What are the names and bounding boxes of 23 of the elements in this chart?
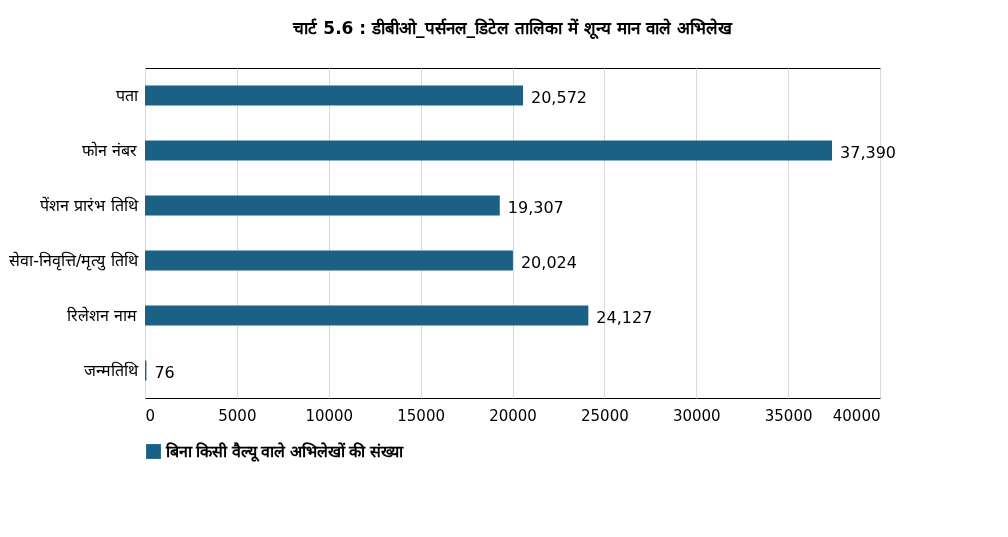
y-tick-label: फोन नंबर [82,140,138,160]
text: 76 [154,362,175,382]
y-tick-label: रिलेशन नाम [67,305,138,325]
text: 19,307 [507,197,564,217]
x-tick-label: 10000 [305,406,354,425]
y-tick-label: सेवा-निवृत्ति/मृत्यु तिथि [9,250,139,271]
text: 20,024 [520,252,577,272]
x-tick-label: 35000 [764,406,813,425]
chart-title: चार्ट 5.6 : डीबीओ_पर्सनल_डिटेल तालिका में शून्य मान वाले अभिलेख [292,18,733,40]
x-tick-label: 30000 [672,406,721,425]
x-tick-label: 5000 [218,406,257,425]
x-tick-label: 20000 [489,406,537,425]
text: 37,390 [840,142,897,162]
y-tick-label: जन्मतिथि [83,360,139,380]
x-tick-label: 25000 [581,406,629,425]
text: 20,572 [531,87,587,107]
y-tick-label: पेंशन प्रारंभ तिथि [40,195,139,215]
x-tick-label: 40000 [832,406,881,425]
y-tick-label: पता [115,85,139,105]
x-tick-label: 0 [145,406,156,425]
text: 24,127 [596,307,653,327]
x-tick-label: 15000 [397,406,445,425]
legend-label: बिना किसी वैल्यू वाले अभिलेखों की संख्या [165,441,404,462]
